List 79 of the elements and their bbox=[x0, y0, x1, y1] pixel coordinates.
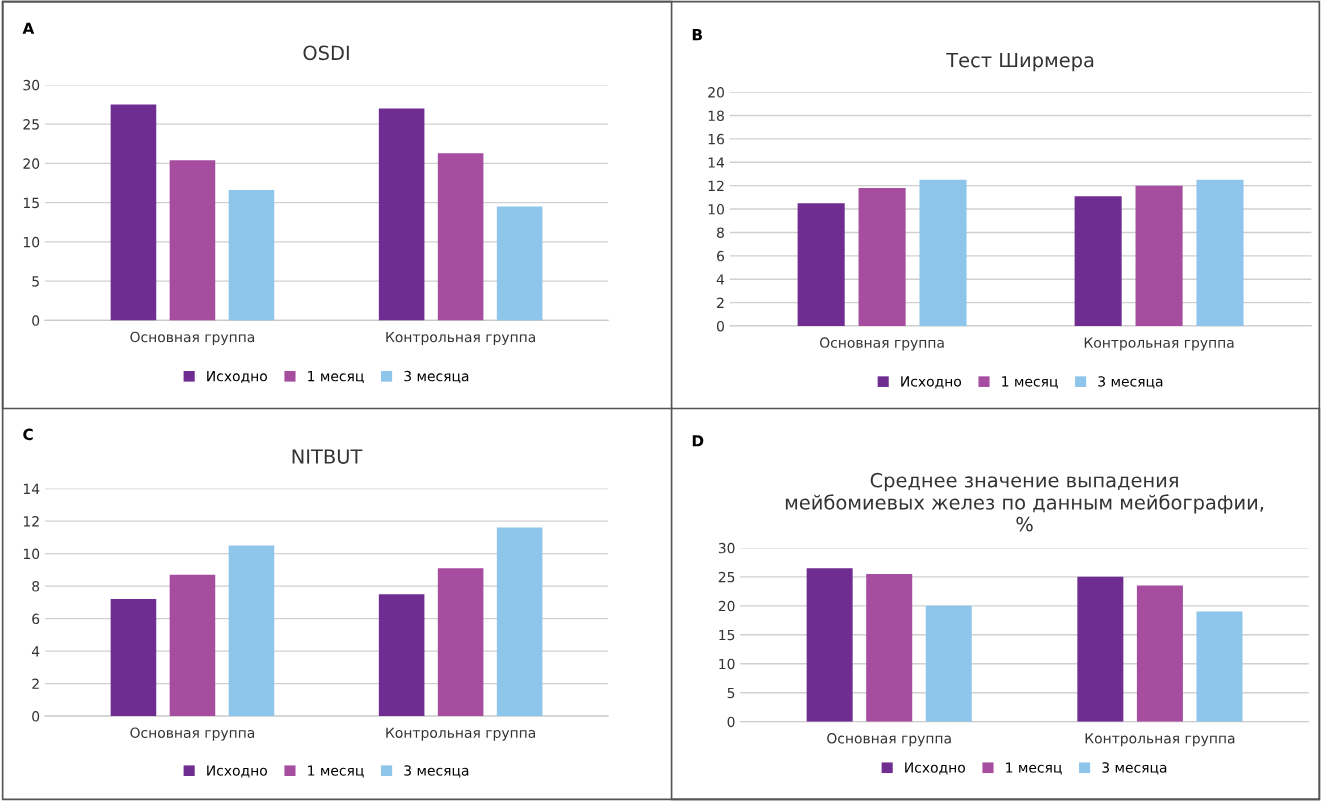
y-tick-label: 14 bbox=[23, 483, 40, 494]
bar bbox=[378, 108, 425, 321]
y-tick-label: 14 bbox=[708, 157, 725, 168]
y-tick-label: 16 bbox=[708, 133, 725, 145]
bar bbox=[437, 568, 484, 717]
y-tick-label: 20 bbox=[708, 87, 724, 98]
y-tick-label: 10 bbox=[708, 204, 724, 215]
x-tick-label: Основная группа bbox=[130, 727, 255, 741]
legend-label: 1 месяц bbox=[308, 765, 364, 778]
chart-title: NITBUT bbox=[292, 449, 363, 464]
y-tick-label: 0 bbox=[32, 711, 40, 722]
legend-label: Исходно bbox=[905, 762, 965, 775]
chart-title: Тест Ширмера bbox=[946, 52, 1094, 72]
y-tick-label: 4 bbox=[31, 646, 40, 657]
text: B bbox=[692, 29, 702, 41]
bar bbox=[496, 527, 543, 717]
bar bbox=[110, 104, 157, 321]
legend-label: Исходно bbox=[207, 371, 267, 384]
bar bbox=[1077, 576, 1124, 722]
legend-label: Исходно bbox=[207, 765, 267, 778]
bar bbox=[496, 206, 543, 321]
y-tick-label: 5 bbox=[32, 276, 39, 287]
bar bbox=[228, 545, 275, 717]
x-tick-label: Контрольная группа bbox=[386, 727, 535, 741]
x-tick-label: Основная группа bbox=[130, 331, 255, 345]
y-tick-label: 18 bbox=[708, 110, 724, 121]
y-tick-label: 6 bbox=[32, 613, 40, 625]
bar bbox=[169, 160, 216, 321]
y-tick-label: 15 bbox=[23, 197, 39, 209]
legend-label: 3 месяца bbox=[404, 370, 469, 384]
y-tick-label: 30 bbox=[718, 542, 735, 554]
chart-title: Среднее значение выпадения мейбомиевых желез по данным мейбографии, % bbox=[785, 472, 1264, 532]
legend-label: Исходно bbox=[901, 376, 962, 389]
y-tick-label: 0 bbox=[727, 716, 735, 728]
y-tick-label: 8 bbox=[716, 227, 724, 238]
bar bbox=[378, 594, 425, 717]
legend-label: 1 месяц bbox=[1002, 376, 1058, 389]
y-tick-label: 4 bbox=[716, 274, 725, 285]
bar bbox=[1136, 585, 1183, 722]
y-tick-label: 0 bbox=[32, 315, 40, 326]
bar bbox=[866, 573, 913, 722]
x-tick-label: Контрольная группа bbox=[1085, 733, 1235, 747]
y-tick-label: 15 bbox=[719, 629, 735, 641]
bar bbox=[925, 605, 972, 722]
y-tick-label: 6 bbox=[717, 250, 725, 262]
y-tick-label: 10 bbox=[719, 658, 735, 670]
x-tick-label: Основная группа bbox=[827, 733, 951, 747]
x-tick-label: Основная группа bbox=[820, 337, 944, 351]
bar bbox=[169, 574, 216, 717]
legend-label: 3 месяца bbox=[404, 765, 469, 778]
y-tick-label: 30 bbox=[23, 79, 40, 91]
y-tick-label: 5 bbox=[727, 687, 735, 699]
y-tick-label: 2 bbox=[32, 678, 39, 689]
text: D bbox=[692, 435, 704, 447]
y-tick-label: 25 bbox=[718, 571, 735, 583]
y-tick-label: 12 bbox=[708, 180, 724, 191]
x-tick-label: Контрольная группа bbox=[386, 331, 535, 345]
bar bbox=[437, 153, 484, 321]
text: C bbox=[23, 428, 33, 441]
y-tick-label: 8 bbox=[32, 581, 40, 592]
bar bbox=[1196, 611, 1243, 722]
bar bbox=[110, 599, 157, 717]
legend-label: 1 месяц bbox=[308, 371, 364, 384]
chart-title: OSDI bbox=[303, 45, 349, 61]
legend-label: 3 месяца bbox=[1102, 762, 1167, 775]
legend-label: 1 месяц bbox=[1006, 762, 1062, 775]
y-tick-label: 25 bbox=[23, 119, 39, 130]
y-tick-label: 10 bbox=[23, 236, 40, 248]
y-tick-label: 20 bbox=[718, 600, 735, 612]
legend-label: 3 месяца bbox=[1098, 376, 1163, 389]
bar bbox=[806, 568, 853, 722]
text: A bbox=[22, 22, 35, 34]
y-tick-label: 20 bbox=[23, 158, 40, 169]
y-tick-label: 2 bbox=[717, 297, 724, 308]
y-tick-label: 0 bbox=[716, 320, 724, 332]
y-tick-label: 12 bbox=[23, 516, 39, 527]
bar bbox=[228, 190, 275, 321]
y-tick-label: 10 bbox=[23, 548, 40, 560]
x-tick-label: Контрольная группа bbox=[1084, 337, 1234, 351]
